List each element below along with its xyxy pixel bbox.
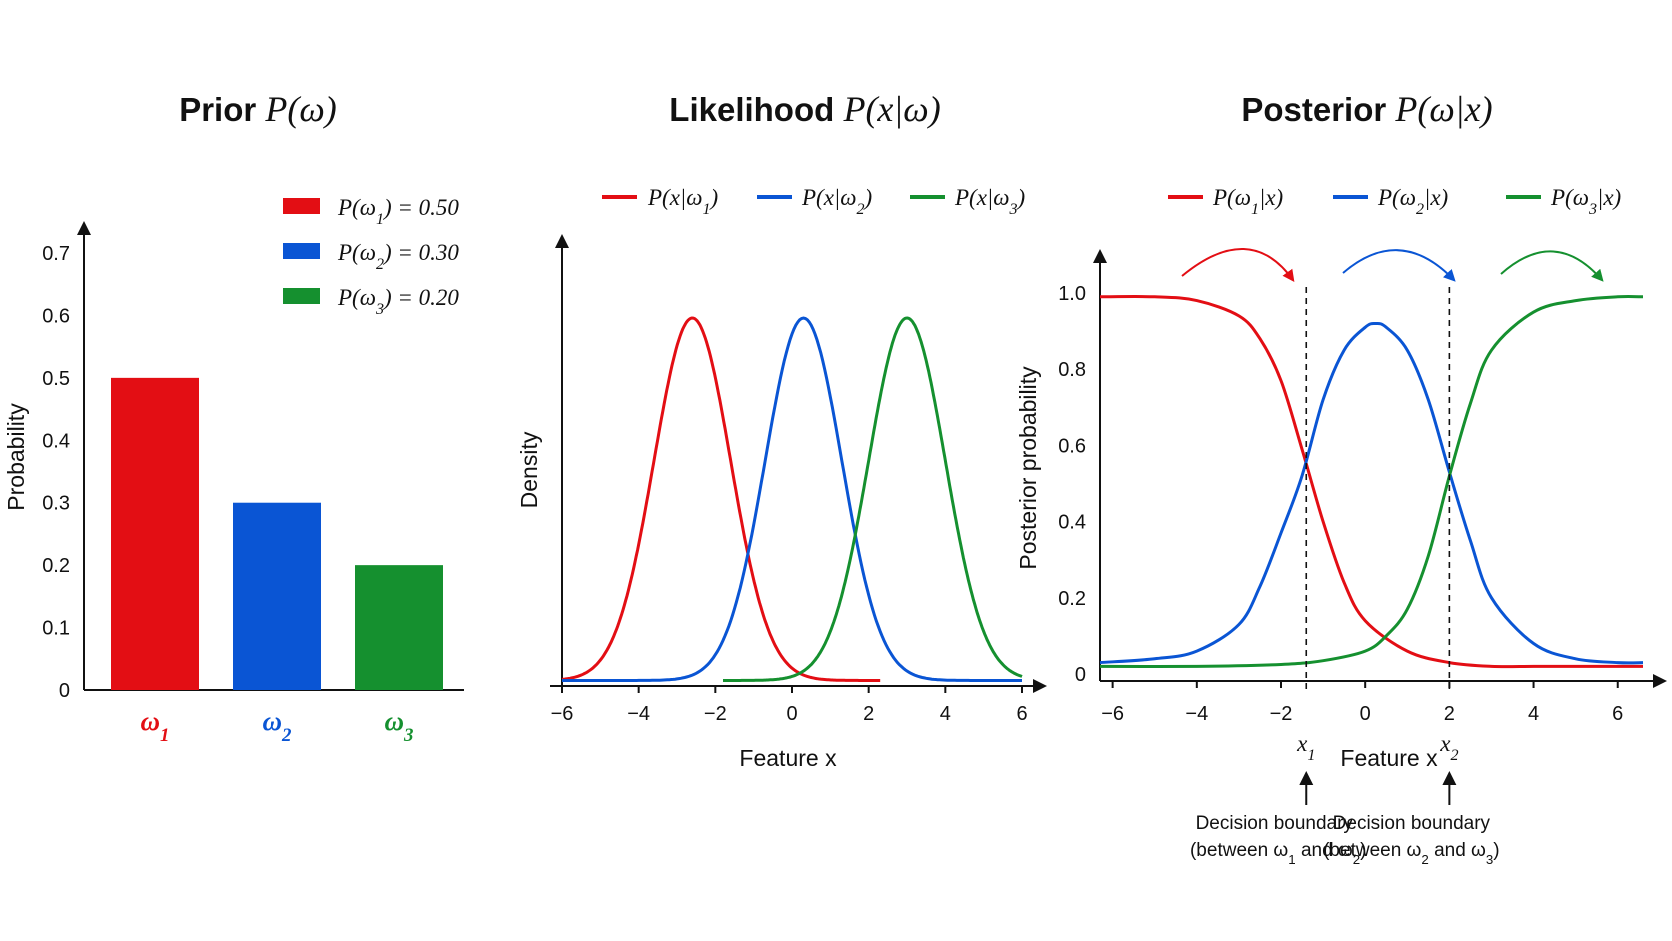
posterior-flow-arrows: [1181, 248, 1604, 282]
legend-swatch-omega3: [283, 288, 320, 304]
legend-label-post-omega3: P(ω3|x): [1550, 185, 1621, 218]
posterior-x-tick-label: 2: [1444, 703, 1455, 725]
prior-y-tick-label: 0.6: [42, 305, 70, 327]
decision-boundary-note-line1: Decision boundary: [1196, 813, 1354, 834]
likelihood-x-tick-label: −2: [704, 703, 727, 725]
posterior-y-tick-label: 0: [1075, 664, 1086, 686]
likelihood-x-label: Feature x: [739, 745, 837, 771]
likelihood-title: Likelihood P(x|ω): [669, 89, 940, 129]
posterior-legend: P(ω1|x) P(ω2|x) P(ω3|x): [1168, 185, 1621, 218]
posterior-x-tick-label: −2: [1270, 703, 1293, 725]
legend-label-lik-omega1: P(x|ω1): [647, 185, 718, 218]
prior-bar-omega2: [233, 502, 321, 690]
posterior-x-label: Feature x: [1340, 745, 1438, 771]
prior-y-tick-label: 0.1: [42, 618, 70, 640]
likelihood-curve-omega1: [561, 316, 881, 682]
prior-category-label: ω1: [141, 706, 170, 746]
legend-label-prior-omega2: P(ω2) = 0.30: [337, 240, 459, 273]
legend-label-post-omega2: P(ω2|x): [1377, 185, 1448, 218]
prior-y-tick-label: 0.4: [42, 430, 70, 452]
posterior-y-tick-label: 0.2: [1058, 588, 1086, 610]
posterior-y-tick-label: 0.4: [1058, 512, 1086, 534]
posterior-panel: Posterior P(ω|x) 0 0.2 0.4 0.6 0.8 1.0 −6 −4 −2…: [1015, 89, 1667, 867]
prior-category-label: ω3: [385, 706, 414, 746]
flow-arrow-green: [1500, 250, 1604, 282]
legend-label-lik-omega3: P(x|ω3): [954, 185, 1025, 218]
legend-label-prior-omega1: P(ω1) = 0.50: [337, 195, 459, 228]
legend-label-post-omega1: P(ω1|x): [1212, 185, 1283, 218]
likelihood-curves: [561, 316, 1023, 682]
prior-y-tick-label: 0.7: [42, 243, 70, 265]
prior-title: Prior P(ω): [179, 89, 337, 129]
posterior-x-tick-label: 4: [1528, 703, 1539, 725]
likelihood-curve-omega3: [723, 316, 1023, 682]
posterior-curve-omega2: [1099, 321, 1644, 665]
prior-y-tick-label: 0: [59, 680, 70, 702]
likelihood-x-tick-label: 2: [863, 703, 874, 725]
likelihood-x-tick-label: 0: [786, 703, 797, 725]
posterior-y-tick-label: 0.8: [1058, 359, 1086, 381]
posterior-x-tick-label: 6: [1612, 703, 1623, 725]
prior-y-ticks: 0 0.1 0.2 0.3 0.4 0.5 0.6 0.7: [42, 243, 70, 702]
prior-bars: [111, 377, 443, 690]
posterior-curve-omega1: [1099, 295, 1643, 669]
likelihood-legend: P(x|ω1) P(x|ω2) P(x|ω3): [602, 185, 1025, 218]
likelihood-x-tick-label: −4: [627, 703, 650, 725]
posterior-x-ticks: −6 −4 −2 0 2 4 6: [1101, 681, 1623, 725]
likelihood-y-label: Density: [516, 431, 542, 508]
likelihood-x-ticks: −6 −4 −2 0 2 4 6: [551, 686, 1028, 725]
posterior-curves: [1099, 295, 1644, 669]
legend-swatch-omega2: [283, 243, 320, 259]
posterior-x-tick-label: −6: [1101, 703, 1124, 725]
posterior-y-ticks: 0 0.2 0.4 0.6 0.8 1.0: [1058, 283, 1086, 686]
legend-swatch-omega1: [283, 198, 320, 214]
posterior-x-tick-label: 0: [1360, 703, 1371, 725]
decision-boundary-note-line2: (between ω1 and ω2): [1190, 840, 1367, 867]
posterior-y-tick-label: 1.0: [1058, 283, 1086, 305]
legend-label-lik-omega2: P(x|ω2): [801, 185, 872, 218]
likelihood-curve-omega2: [562, 316, 1022, 682]
prior-category-label: ω2: [263, 706, 293, 746]
flow-arrow-red: [1181, 248, 1295, 282]
decision-boundary-label-1: x1: [1296, 731, 1315, 764]
decision-boundary-note-line2: (between ω2 and ω3): [1323, 840, 1500, 867]
decision-boundary-note-line1: Decision boundary: [1333, 813, 1491, 834]
prior-y-tick-label: 0.3: [42, 493, 70, 515]
prior-category-labels: ω1 ω2 ω3: [141, 706, 414, 746]
flow-arrow-blue: [1342, 249, 1456, 282]
prior-legend: P(ω1) = 0.50 P(ω2) = 0.30 P(ω3) = 0.20: [283, 195, 459, 318]
likelihood-x-tick-label: 4: [940, 703, 951, 725]
decision-boundary-label-2: x2: [1439, 731, 1458, 764]
posterior-decision-boundaries: x1 Decision boundary (between ω1 and ω2) x2…: [1190, 287, 1500, 867]
prior-y-tick-label: 0.2: [42, 555, 70, 577]
posterior-y-label: Posterior probability: [1015, 366, 1041, 570]
prior-y-label: Probability: [3, 403, 29, 511]
likelihood-x-tick-label: −6: [551, 703, 574, 725]
prior-bar-omega3: [355, 565, 443, 690]
prior-panel: Prior P(ω) 0 0.1 0.2 0.3 0.4 0.5 0.6 0.7 ω1 ω2 ω3…: [3, 89, 464, 746]
posterior-y-tick-label: 0.6: [1058, 435, 1086, 457]
legend-label-prior-omega3: P(ω3) = 0.20: [337, 285, 459, 318]
prior-y-tick-label: 0.5: [42, 368, 70, 390]
posterior-title: Posterior P(ω|x): [1241, 89, 1492, 129]
prior-bar-omega1: [111, 377, 199, 690]
likelihood-panel: Likelihood P(x|ω) −6 −4 −2 0 2 4 6 Density Fea…: [516, 89, 1047, 771]
likelihood-x-tick-label: 6: [1016, 703, 1027, 725]
posterior-x-tick-label: −4: [1185, 703, 1208, 725]
posterior-curve-omega3: [1099, 295, 1644, 669]
